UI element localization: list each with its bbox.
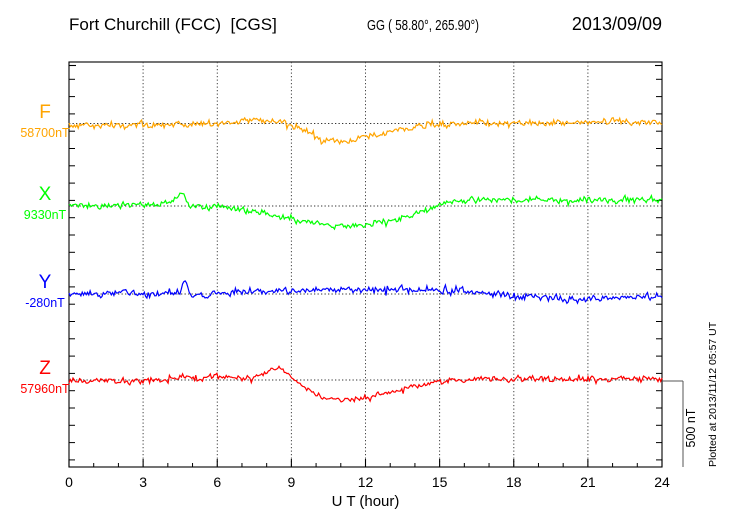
svg-text:57960nT: 57960nT xyxy=(20,382,70,396)
svg-text:500 nT: 500 nT xyxy=(684,408,698,447)
svg-text:U T (hour): U T (hour) xyxy=(332,493,400,510)
svg-text:18: 18 xyxy=(506,474,522,490)
svg-text:24: 24 xyxy=(654,474,670,490)
svg-text:Y: Y xyxy=(39,272,52,293)
svg-text:6: 6 xyxy=(213,474,221,490)
svg-text:21: 21 xyxy=(580,474,596,490)
svg-text:0: 0 xyxy=(65,474,73,490)
svg-text:9330nT: 9330nT xyxy=(24,208,67,222)
svg-text:15: 15 xyxy=(432,474,448,490)
svg-text:12: 12 xyxy=(358,474,374,490)
svg-text:Fort Churchill (FCC) [CGS]: Fort Churchill (FCC) [CGS] xyxy=(69,15,277,34)
svg-text:Z: Z xyxy=(39,358,51,379)
svg-text:3: 3 xyxy=(139,474,147,490)
svg-text:2013/09/09: 2013/09/09 xyxy=(572,14,662,34)
svg-text:F: F xyxy=(39,102,51,123)
svg-text:X: X xyxy=(39,184,52,205)
svg-text:9: 9 xyxy=(287,474,295,490)
svg-text:-280nT: -280nT xyxy=(25,296,65,310)
svg-text:58700nT: 58700nT xyxy=(20,126,70,140)
svg-text:Plotted at 2013/11/12 05:57 UT: Plotted at 2013/11/12 05:57 UT xyxy=(707,321,719,467)
svg-text:GG ( 58.80°, 265.90°): GG ( 58.80°, 265.90°) xyxy=(367,17,479,34)
